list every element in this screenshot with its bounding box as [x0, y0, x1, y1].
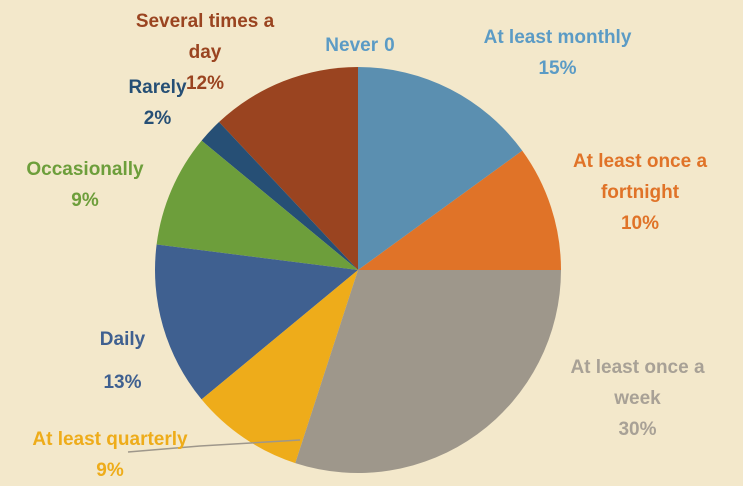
pie-slice — [201, 270, 358, 464]
category-label: At least once a fortnight — [572, 151, 708, 203]
value-label: 15% — [538, 58, 577, 79]
pie-slice — [156, 140, 358, 270]
slice-label: Several times a day 12% — [130, 6, 280, 99]
slice-label: Never 0 — [300, 30, 420, 61]
category-label: At least quarterly — [32, 429, 188, 450]
slice-label: At least monthly 15% — [440, 22, 675, 84]
slice-label: Occasionally 9% — [10, 154, 160, 216]
pie-slice — [358, 150, 561, 270]
category-label: Never — [325, 35, 379, 56]
value-label: 0 — [384, 35, 395, 56]
slice-label: At least once a week 30% — [550, 352, 725, 445]
slice-label: Daily 13% — [70, 324, 175, 398]
category-label: Rarely — [128, 77, 187, 98]
category-label: Daily — [99, 329, 146, 350]
pie-slice — [201, 122, 358, 270]
category-label: At least monthly — [483, 27, 632, 48]
slice-label: At least quarterly 9% — [10, 424, 210, 486]
value-label: 2% — [143, 108, 172, 129]
value-label: 30% — [618, 419, 657, 440]
pie-slice — [358, 67, 523, 270]
value-label: 10% — [620, 213, 660, 234]
pie-slice — [295, 270, 561, 473]
value-label: 12% — [185, 73, 225, 94]
slice-label: At least once a fortnight 10% — [555, 146, 725, 239]
value-label: 13% — [103, 372, 142, 393]
value-label: 9% — [96, 460, 124, 481]
pie-slice — [155, 244, 358, 400]
value-label: 9% — [71, 190, 99, 211]
category-label: Several times a day — [135, 11, 275, 63]
category-label: At least once a week — [570, 357, 705, 409]
category-label: Occasionally — [26, 159, 144, 180]
leader-line — [127, 439, 301, 453]
slice-label: Rarely 2% — [110, 72, 205, 134]
pie-slice — [219, 67, 358, 270]
